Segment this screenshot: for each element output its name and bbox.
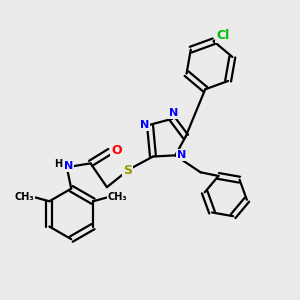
Text: CH₃: CH₃ [108,192,128,202]
Text: N: N [177,150,186,160]
Text: H: H [54,159,62,169]
Text: CH₃: CH₃ [15,192,34,202]
Text: S: S [123,164,132,177]
Text: N: N [64,161,73,171]
Text: Cl: Cl [216,29,229,42]
Text: O: O [111,143,122,157]
Text: N: N [169,108,178,118]
Text: N: N [140,120,149,130]
